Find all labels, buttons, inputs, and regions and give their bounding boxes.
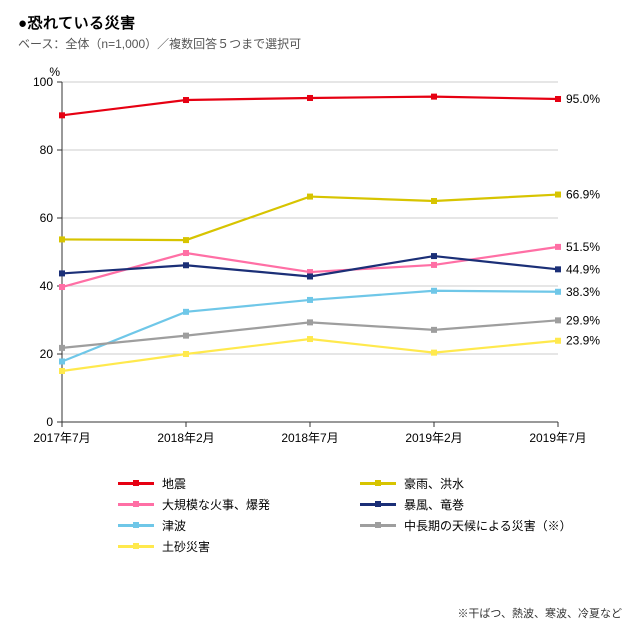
legend-label: 豪雨、洪水 — [404, 475, 464, 492]
series-marker — [183, 351, 189, 357]
series-marker — [307, 297, 313, 303]
legend-marker — [375, 522, 381, 528]
legend-label: 中長期の天候による災害（※） — [404, 517, 572, 534]
legend-item: 津波 — [118, 517, 348, 534]
series-marker — [555, 266, 561, 272]
legend-marker — [375, 501, 381, 507]
y-tick-label: 0 — [46, 415, 53, 429]
series-marker — [59, 368, 65, 374]
chart-subtitle: ベース：全体（n=1,000）／複数回答５つまで選択可 — [18, 35, 622, 52]
series-marker — [307, 336, 313, 342]
footnote: ※干ばつ、熱波、寒波、冷夏など — [457, 605, 622, 621]
series-end-label: 66.9% — [566, 188, 600, 202]
legend-item: 中長期の天候による災害（※） — [360, 517, 620, 534]
series-marker — [431, 94, 437, 100]
series-end-label: 29.9% — [566, 313, 600, 327]
series-marker — [307, 273, 313, 279]
legend-marker — [133, 501, 139, 507]
y-tick-label: 60 — [40, 211, 54, 225]
legend-line — [118, 524, 154, 526]
series-marker — [431, 350, 437, 356]
chart-area: 020406080100%2017年7月2018年2月2018年7月2019年2… — [18, 62, 622, 467]
series-marker — [59, 345, 65, 351]
series-end-label: 44.9% — [566, 262, 600, 276]
legend-label: 大規模な火事、爆発 — [162, 496, 270, 513]
line-chart-svg: 020406080100%2017年7月2018年2月2018年7月2019年2… — [18, 62, 622, 462]
legend-label: 土砂災害 — [162, 538, 210, 555]
x-tick-label: 2019年7月 — [529, 431, 586, 445]
series-line — [62, 195, 558, 241]
series-marker — [183, 262, 189, 268]
series-marker — [555, 192, 561, 198]
legend-marker — [375, 480, 381, 486]
legend-marker — [133, 543, 139, 549]
legend-line — [118, 545, 154, 547]
y-tick-label: 40 — [40, 279, 54, 293]
y-unit-label: % — [49, 65, 60, 79]
x-tick-label: 2018年2月 — [157, 431, 214, 445]
legend-line — [360, 482, 396, 484]
legend-item — [360, 538, 620, 555]
legend-line — [360, 503, 396, 505]
x-tick-label: 2017年7月 — [33, 431, 90, 445]
series-end-label: 23.9% — [566, 334, 600, 348]
legend-label: 津波 — [162, 517, 186, 534]
series-marker — [431, 262, 437, 268]
legend-item: 暴風、竜巻 — [360, 496, 620, 513]
legend: 地震 豪雨、洪水大規模な火事、爆発 暴風、竜巻津波 中長期の天候による災害（※） 土砂災… — [118, 475, 622, 555]
series-marker — [555, 289, 561, 295]
legend-item: 地震 — [118, 475, 348, 492]
x-tick-label: 2019年2月 — [405, 431, 462, 445]
chart-title: ●恐れている災害 — [18, 12, 622, 33]
legend-label: 地震 — [162, 475, 186, 492]
y-tick-label: 80 — [40, 143, 54, 157]
series-marker — [555, 317, 561, 323]
series-marker — [555, 244, 561, 250]
series-marker — [183, 250, 189, 256]
series-marker — [183, 97, 189, 103]
series-marker — [59, 112, 65, 118]
series-marker — [183, 309, 189, 315]
series-marker — [183, 237, 189, 243]
series-marker — [431, 198, 437, 204]
series-end-label: 95.0% — [566, 92, 600, 106]
series-marker — [555, 338, 561, 344]
legend-marker — [133, 522, 139, 528]
x-tick-label: 2018年7月 — [281, 431, 338, 445]
series-marker — [59, 270, 65, 276]
series-marker — [431, 253, 437, 259]
legend-item: 大規模な火事、爆発 — [118, 496, 348, 513]
series-line — [62, 247, 558, 287]
series-marker — [59, 236, 65, 242]
series-marker — [183, 333, 189, 339]
series-end-label: 51.5% — [566, 240, 600, 254]
series-marker — [431, 327, 437, 333]
legend-line — [360, 524, 396, 526]
legend-item: 土砂災害 — [118, 538, 348, 555]
series-line — [62, 339, 558, 371]
legend-line — [118, 482, 154, 484]
legend-item: 豪雨、洪水 — [360, 475, 620, 492]
series-marker — [307, 319, 313, 325]
legend-marker — [133, 480, 139, 486]
series-marker — [59, 358, 65, 364]
y-tick-label: 20 — [40, 347, 54, 361]
series-marker — [59, 284, 65, 290]
series-marker — [431, 288, 437, 294]
legend-label: 暴風、竜巻 — [404, 496, 464, 513]
series-marker — [307, 95, 313, 101]
series-marker — [307, 194, 313, 200]
legend-line — [118, 503, 154, 505]
series-marker — [555, 96, 561, 102]
series-end-label: 38.3% — [566, 285, 600, 299]
